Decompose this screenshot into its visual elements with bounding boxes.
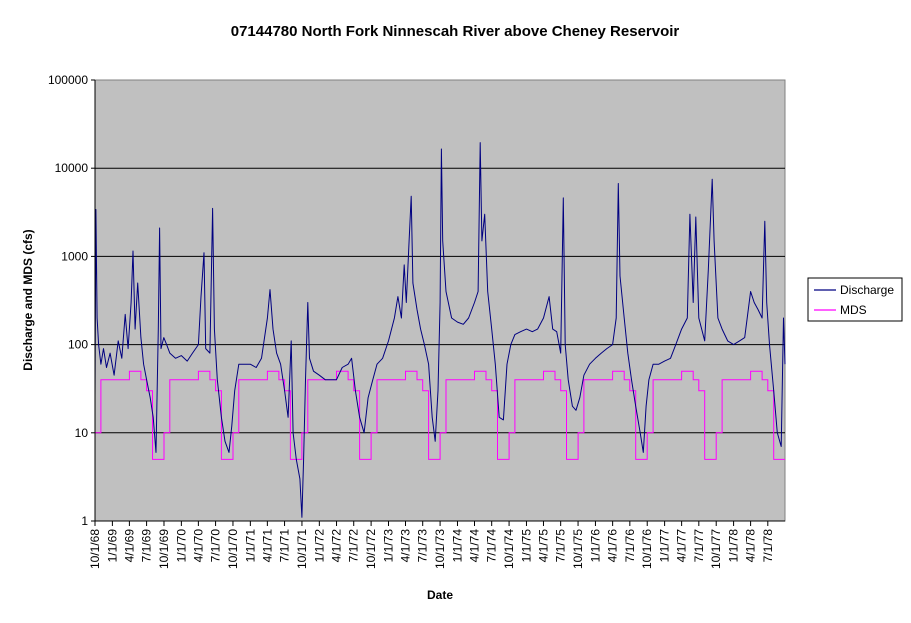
x-tick-label: 10/1/74 xyxy=(502,529,516,569)
x-tick-label: 10/1/69 xyxy=(157,529,171,569)
x-tick-label: 1/1/75 xyxy=(519,529,533,563)
x-tick-label: 4/1/78 xyxy=(744,529,758,563)
x-tick-label: 7/1/76 xyxy=(623,529,637,563)
x-tick-label: 7/1/69 xyxy=(140,529,154,563)
x-tick-label: 1/1/71 xyxy=(243,529,257,563)
x-tick-label: 7/1/77 xyxy=(692,529,706,563)
y-tick-label: 1 xyxy=(81,514,88,528)
x-tick-label: 4/1/71 xyxy=(260,529,274,563)
x-axis-title: Date xyxy=(427,588,453,602)
y-tick-label: 100000 xyxy=(48,73,88,87)
y-axis-title: Discharge and MDS (cfs) xyxy=(21,229,35,370)
x-tick-label: 10/1/68 xyxy=(88,529,102,569)
x-axis-ticks: 10/1/68 1/1/69 4/1/69 7/1/69 10/1/69 1/1/70 4/… xyxy=(88,521,775,569)
x-tick-label: 1/1/69 xyxy=(105,529,119,563)
x-tick-label: 4/1/76 xyxy=(606,529,620,563)
x-tick-label: 10/1/73 xyxy=(433,529,447,569)
discharge-line xyxy=(94,142,786,518)
chart-title: 07144780 North Fork Ninnescah River abov… xyxy=(231,23,680,40)
mds-line xyxy=(95,370,785,460)
x-tick-label: 4/1/77 xyxy=(675,529,689,563)
legend-discharge-label: Discharge xyxy=(840,283,894,297)
y-tick-label: 1000 xyxy=(61,249,88,263)
x-tick-label: 7/1/75 xyxy=(554,529,568,563)
x-tick-label: 7/1/74 xyxy=(485,529,499,563)
x-tick-label: 1/1/78 xyxy=(727,529,741,563)
x-tick-label: 1/1/74 xyxy=(450,529,464,563)
x-tick-label: 4/1/74 xyxy=(467,529,481,563)
x-tick-label: 10/1/72 xyxy=(364,529,378,569)
x-tick-label: 10/1/70 xyxy=(226,529,240,569)
y-axis-ticks: 1 10 100 1000 10000 100000 xyxy=(48,73,95,528)
x-tick-label: 7/1/78 xyxy=(761,529,775,563)
x-tick-label: 4/1/69 xyxy=(122,529,136,563)
y-tick-label: 10 xyxy=(75,426,89,440)
x-tick-label: 1/1/72 xyxy=(312,529,326,563)
x-tick-label: 7/1/73 xyxy=(416,529,430,563)
x-tick-label: 1/1/77 xyxy=(658,529,672,563)
legend: Discharge MDS xyxy=(807,277,903,322)
y-tick-label: 100 xyxy=(68,338,88,352)
discharge-series xyxy=(94,142,786,518)
x-tick-label: 7/1/72 xyxy=(347,529,361,563)
mds-series xyxy=(95,370,785,460)
x-tick-label: 7/1/70 xyxy=(209,529,223,563)
x-tick-label: 4/1/72 xyxy=(330,529,344,563)
x-tick-label: 10/1/71 xyxy=(295,529,309,569)
x-tick-label: 4/1/75 xyxy=(536,529,550,563)
legend-box xyxy=(807,277,903,322)
y-tick-label: 10000 xyxy=(55,161,89,175)
x-tick-label: 7/1/71 xyxy=(278,529,292,563)
x-tick-label: 4/1/73 xyxy=(399,529,413,563)
legend-mds-label: MDS xyxy=(840,303,867,317)
x-tick-label: 10/1/77 xyxy=(709,529,723,569)
x-tick-label: 1/1/70 xyxy=(174,529,188,563)
x-tick-label: 1/1/76 xyxy=(588,529,602,563)
x-tick-label: 4/1/70 xyxy=(191,529,205,563)
x-tick-label: 10/1/75 xyxy=(571,529,585,569)
x-tick-label: 1/1/73 xyxy=(382,529,396,563)
x-tick-label: 10/1/76 xyxy=(640,529,654,569)
